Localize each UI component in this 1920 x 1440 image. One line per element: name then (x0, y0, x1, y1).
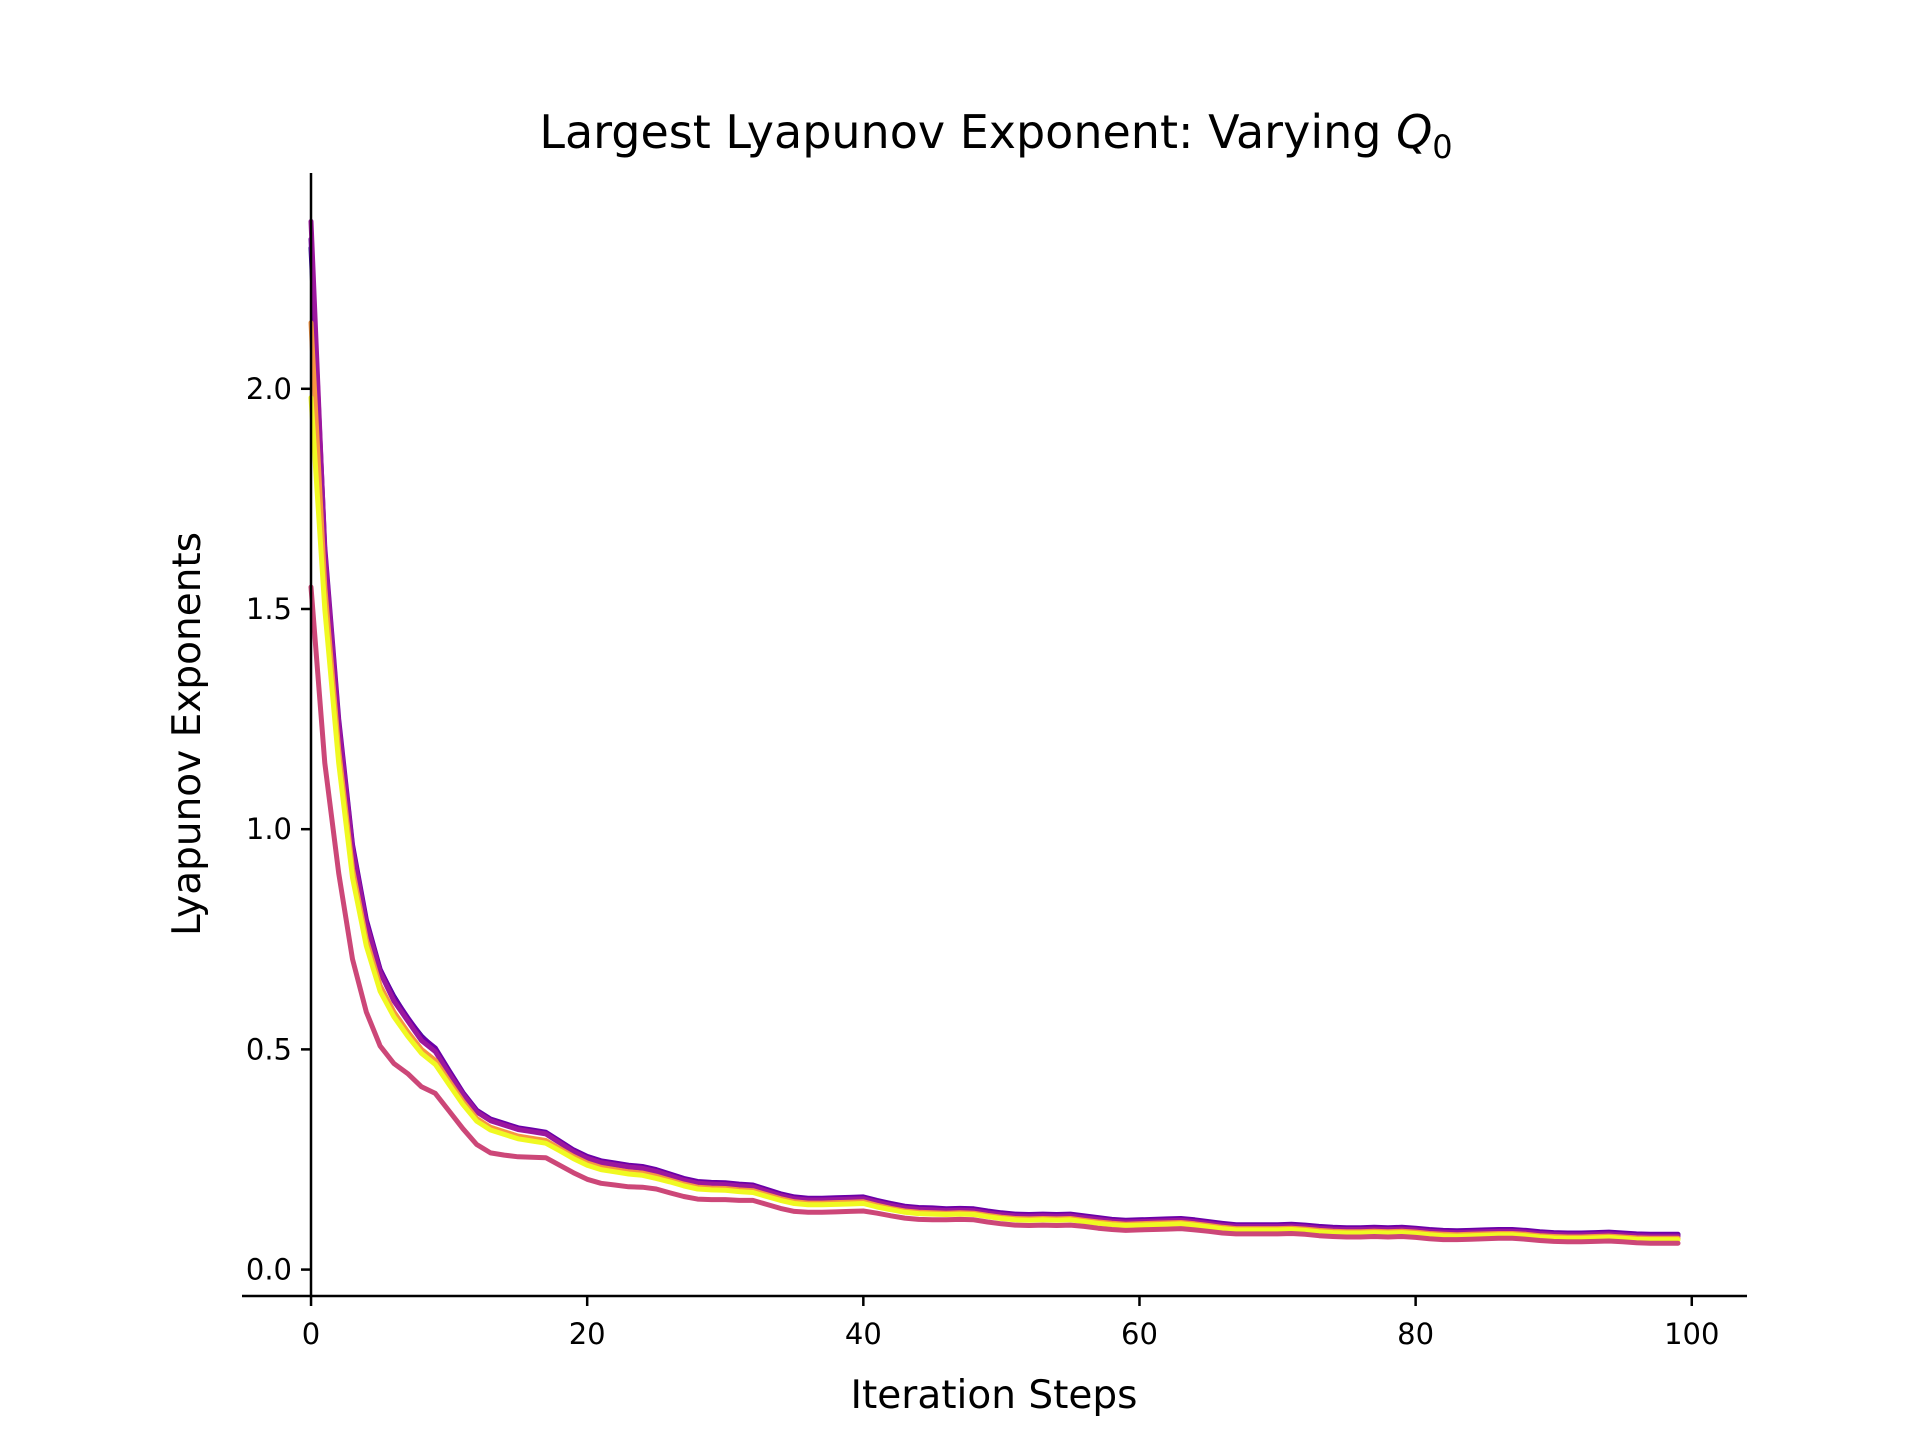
plot-area (308, 218, 1681, 1246)
x-tick-label: 0 (302, 1317, 320, 1351)
chart-title: Largest Lyapunov Exponent: Varying Q0 (539, 105, 1452, 166)
x-tick-label: 20 (569, 1317, 606, 1351)
x-tick-label: 60 (1121, 1317, 1158, 1351)
series-line-2 (308, 218, 1681, 1239)
y-axis-ticks: 0.0 0.5 1.0 1.5 2.0 (246, 372, 311, 1287)
series-line-0 (308, 245, 1681, 1238)
chart-title-text: Largest Lyapunov Exponent: Varying (539, 105, 1396, 159)
x-tick-label: 40 (845, 1317, 882, 1351)
series-line-1 (308, 236, 1681, 1237)
chart-title-math-sub: 0 (1432, 128, 1452, 166)
x-tick-label: 100 (1664, 1317, 1719, 1351)
y-tick-label: 0.0 (246, 1253, 292, 1287)
x-axis-ticks: 0 20 40 60 80 100 (302, 1296, 1719, 1351)
series-line-3 (308, 320, 1681, 1241)
y-tick-label: 1.0 (246, 812, 292, 846)
y-tick-label: 2.0 (246, 372, 292, 406)
series-line-5 (308, 584, 1681, 1246)
x-tick-label: 80 (1397, 1317, 1434, 1351)
x-axis-label: Iteration Steps (851, 1373, 1138, 1418)
y-tick-label: 1.5 (246, 592, 292, 626)
y-axis-label: Lyapunov Exponents (165, 532, 210, 936)
y-tick-label: 0.5 (246, 1032, 292, 1066)
chart-title-math-base: Q (1396, 105, 1432, 159)
series-line-4 (308, 395, 1681, 1243)
